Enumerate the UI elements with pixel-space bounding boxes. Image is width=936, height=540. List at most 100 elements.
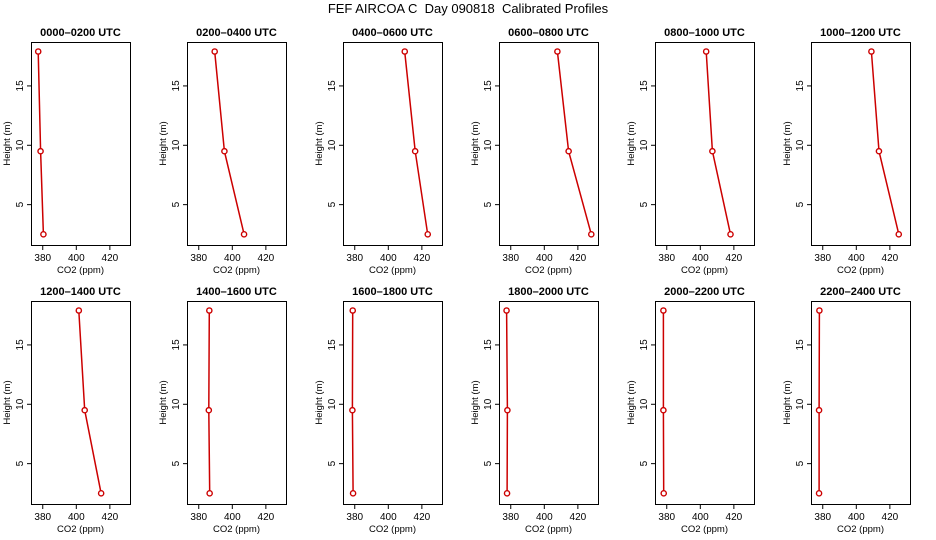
data-point xyxy=(424,231,432,238)
profile-line xyxy=(37,51,45,235)
plot-frame xyxy=(811,42,911,246)
y-axis-label: Height (m) xyxy=(782,380,793,424)
y-tick-label: 15 xyxy=(795,80,806,92)
y-tick-label: 15 xyxy=(483,80,494,92)
plot-frame xyxy=(343,42,443,246)
panel-title: 1200–1400 UTC xyxy=(40,286,121,298)
x-tick-label: 400 xyxy=(536,253,553,264)
panel-title: 2000–2200 UTC xyxy=(664,286,745,298)
y-tick-label: 15 xyxy=(327,339,338,351)
plot-frame xyxy=(499,301,599,505)
figure-title: FEF AIRCOA C Day 090818 Calibrated Profi… xyxy=(327,1,609,16)
profile-line xyxy=(403,51,429,235)
x-tick-label: 400 xyxy=(848,253,865,264)
y-axis-label: Height (m) xyxy=(470,121,481,165)
x-axis-label: CO2 (ppm) xyxy=(213,524,260,535)
panel-title: 2200–2400 UTC xyxy=(820,286,901,298)
y-tick-label: 5 xyxy=(639,460,650,466)
plot-frame xyxy=(811,301,911,505)
y-tick-label: 10 xyxy=(483,398,494,410)
x-tick-label: 420 xyxy=(882,512,899,523)
x-tick-label: 400 xyxy=(68,512,85,523)
panel-title: 0400–0600 UTC xyxy=(352,27,433,39)
y-axis-label: Height (m) xyxy=(2,380,13,424)
data-point xyxy=(895,231,903,238)
data-point xyxy=(37,147,44,155)
data-point xyxy=(815,406,823,414)
data-point xyxy=(660,490,668,497)
y-axis-label: Height (m) xyxy=(314,121,325,165)
y-tick-label: 15 xyxy=(171,80,182,92)
y-tick-label: 15 xyxy=(171,339,182,351)
data-point xyxy=(702,48,710,55)
x-axis-label: CO2 (ppm) xyxy=(681,524,728,535)
plot-frame xyxy=(31,42,131,246)
x-tick-label: 380 xyxy=(502,253,519,264)
x-tick-label: 380 xyxy=(34,253,51,264)
data-point xyxy=(565,147,572,155)
data-point xyxy=(815,490,823,497)
y-tick-label: 10 xyxy=(15,398,26,410)
y-tick-label: 5 xyxy=(327,460,338,466)
x-tick-label: 400 xyxy=(692,253,709,264)
data-point xyxy=(504,406,511,414)
x-tick-label: 380 xyxy=(346,512,363,523)
x-tick-label: 380 xyxy=(346,253,363,264)
profile-line xyxy=(505,310,509,494)
x-tick-label: 400 xyxy=(68,253,85,264)
y-tick-label: 15 xyxy=(639,339,650,351)
y-tick-label: 5 xyxy=(327,201,338,207)
plot-frame xyxy=(187,301,287,505)
x-tick-label: 380 xyxy=(190,512,207,523)
data-point xyxy=(205,406,213,414)
profile-line xyxy=(870,51,900,235)
x-tick-label: 400 xyxy=(224,512,241,523)
data-point xyxy=(816,307,823,314)
y-tick-label: 5 xyxy=(171,460,182,466)
panel-title: 1000–1200 UTC xyxy=(820,27,901,39)
data-point xyxy=(81,406,88,414)
x-axis-label: CO2 (ppm) xyxy=(369,265,416,276)
data-point xyxy=(660,406,667,414)
y-tick-label: 10 xyxy=(795,398,806,410)
data-point xyxy=(503,490,511,497)
y-tick-label: 10 xyxy=(171,139,182,151)
profile-line xyxy=(213,51,245,235)
y-tick-label: 15 xyxy=(327,80,338,92)
x-tick-label: 380 xyxy=(814,512,831,523)
data-point xyxy=(349,406,356,414)
data-point xyxy=(206,490,213,497)
x-tick-label: 400 xyxy=(224,253,241,264)
y-axis-label: Height (m) xyxy=(626,121,637,165)
x-tick-label: 420 xyxy=(726,512,743,523)
x-tick-label: 420 xyxy=(258,512,275,523)
x-tick-label: 380 xyxy=(814,253,831,264)
data-point xyxy=(401,48,409,55)
panel-title: 0600–0800 UTC xyxy=(508,27,589,39)
x-tick-label: 420 xyxy=(882,253,899,264)
plot-frame xyxy=(31,301,131,505)
data-point xyxy=(503,307,510,314)
plot-frame xyxy=(187,42,287,246)
plot-frame xyxy=(499,42,599,246)
x-tick-label: 420 xyxy=(414,512,431,523)
y-tick-label: 10 xyxy=(15,139,26,151)
profile-line xyxy=(208,310,211,494)
y-axis-label: Height (m) xyxy=(470,380,481,424)
data-point xyxy=(554,48,561,55)
x-tick-label: 400 xyxy=(380,253,397,264)
x-tick-label: 420 xyxy=(102,512,119,523)
y-tick-label: 10 xyxy=(483,139,494,151)
y-axis-label: Height (m) xyxy=(158,380,169,424)
x-axis-label: CO2 (ppm) xyxy=(57,524,104,535)
y-tick-label: 5 xyxy=(483,201,494,207)
x-tick-label: 400 xyxy=(380,512,397,523)
